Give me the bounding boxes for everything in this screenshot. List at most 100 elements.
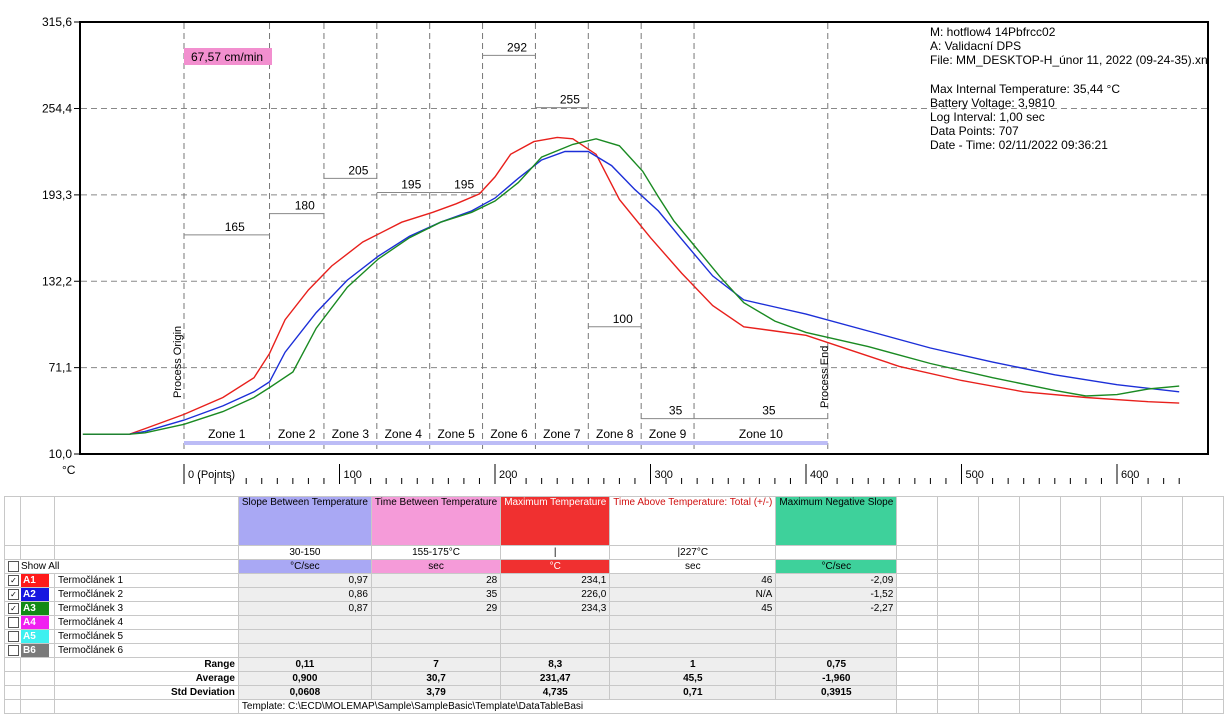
series-line xyxy=(82,138,1180,435)
cell xyxy=(896,671,939,686)
probe-checkbox[interactable]: ✓ xyxy=(8,602,19,614)
probe-name: Termočlánek 1 xyxy=(54,573,239,588)
cell xyxy=(1141,496,1184,546)
cell xyxy=(1100,615,1143,630)
stat-value: 0,0608 xyxy=(237,685,372,700)
cell xyxy=(4,496,21,546)
column-header: Slope Between Temperature xyxy=(237,496,372,546)
cell xyxy=(977,545,1020,560)
cell xyxy=(937,615,979,630)
column-range xyxy=(775,545,898,560)
cell xyxy=(1059,615,1102,630)
zone-setpoint-label: 35 xyxy=(669,404,683,418)
table-row: Average 0,900 30,7 231,47 45,5 -1,960 xyxy=(4,671,1224,686)
x-tick-label: 600 xyxy=(1121,469,1139,481)
zone-setpoint-label: 180 xyxy=(295,199,315,213)
y-tick-label: 254,4 xyxy=(42,102,72,116)
probe-cell[interactable]: A5 xyxy=(4,629,55,644)
probe-checkbox[interactable] xyxy=(8,630,19,642)
cell xyxy=(937,601,979,616)
probe-checkbox[interactable] xyxy=(8,644,19,656)
cell xyxy=(19,545,56,560)
cell xyxy=(1018,559,1061,574)
cell xyxy=(937,699,979,714)
stat-value: 7 xyxy=(370,657,502,672)
probe-cell[interactable]: A4 xyxy=(4,615,55,630)
stat-label: Range xyxy=(54,657,239,672)
info-machine: M: hotflow4 14Pbfrcc02 xyxy=(930,25,1056,39)
cell xyxy=(1182,699,1224,714)
cell xyxy=(1100,496,1143,546)
cell xyxy=(1059,545,1102,560)
probe-tag: A4 xyxy=(21,616,49,629)
value-cell: 35 xyxy=(370,587,502,602)
cell xyxy=(896,643,939,658)
profile-chart: 165 Zone 1 180 Zone 2 205 Zone 3 195 Zone 4 195 Z… xyxy=(42,15,1209,484)
cell xyxy=(1182,685,1224,700)
cell xyxy=(1018,573,1061,588)
cell xyxy=(1059,587,1102,602)
show-all[interactable]: Show All xyxy=(4,559,239,574)
column-header: Maximum Temperature xyxy=(500,496,611,546)
cell xyxy=(1100,587,1143,602)
value-cell xyxy=(775,643,898,658)
speed-label: 67,57 cm/min xyxy=(191,50,263,64)
cell xyxy=(937,685,979,700)
cell xyxy=(937,671,979,686)
cell xyxy=(896,587,939,602)
probe-tag: B6 xyxy=(21,644,49,657)
cell xyxy=(1100,671,1143,686)
table-row: Template: C:\ECD\MOLEMAP\Sample\SampleBa… xyxy=(4,699,1224,714)
probe-tag: A3 xyxy=(21,602,49,615)
cell xyxy=(1059,559,1102,574)
cell xyxy=(1059,699,1102,714)
probe-cell[interactable]: ✓ A2 xyxy=(4,587,55,602)
value-cell: 29 xyxy=(370,601,502,616)
column-range: 30-150 xyxy=(237,545,372,560)
probe-checkbox[interactable]: ✓ xyxy=(8,574,19,586)
probe-cell[interactable]: ✓ A1 xyxy=(4,573,55,588)
value-cell xyxy=(500,643,611,658)
stat-value: 8,3 xyxy=(500,657,611,672)
cell xyxy=(896,573,939,588)
cell xyxy=(1182,559,1224,574)
cell xyxy=(1018,643,1061,658)
cell xyxy=(54,699,239,714)
zone-setpoint-label: 195 xyxy=(401,177,421,191)
zone-label: Zone 3 xyxy=(332,427,370,441)
cell xyxy=(1141,615,1184,630)
probe-cell[interactable]: B6 xyxy=(4,643,55,658)
y-tick-label: 132,2 xyxy=(42,274,72,288)
cell xyxy=(896,559,939,574)
zone-label: Zone 7 xyxy=(543,427,581,441)
x-axis: 0 (Points) 100 200 300 400 500 600 xyxy=(183,464,1180,484)
y-tick-label: 193,3 xyxy=(42,188,72,202)
probe-checkbox[interactable] xyxy=(8,616,19,628)
cell xyxy=(896,657,939,672)
value-cell: 0,87 xyxy=(237,601,372,616)
show-all-checkbox[interactable] xyxy=(8,560,19,572)
conveyor-bar xyxy=(184,441,828,445)
value-cell xyxy=(237,643,372,658)
cell xyxy=(1182,601,1224,616)
column-unit: °C/sec xyxy=(775,559,898,574)
column-range: |227°C xyxy=(609,545,777,560)
cell xyxy=(1141,657,1184,672)
cell xyxy=(896,685,939,700)
cell xyxy=(1018,657,1061,672)
stat-value: 0,71 xyxy=(609,685,777,700)
cell xyxy=(977,629,1020,644)
cell xyxy=(1018,587,1061,602)
cell xyxy=(937,559,979,574)
probe-checkbox[interactable]: ✓ xyxy=(8,588,19,600)
cell xyxy=(4,699,21,714)
x-tick-label: 100 xyxy=(344,469,362,481)
cell xyxy=(1141,587,1184,602)
value-cell xyxy=(237,629,372,644)
value-cell: 226,0 xyxy=(500,587,611,602)
probe-cell[interactable]: ✓ A3 xyxy=(4,601,55,616)
zone-setpoint-label: 255 xyxy=(560,93,580,107)
cell xyxy=(1059,671,1102,686)
data-table-panel: Slope Between Temperature Time Between Te… xyxy=(0,492,1224,718)
column-unit: °C xyxy=(500,559,611,574)
